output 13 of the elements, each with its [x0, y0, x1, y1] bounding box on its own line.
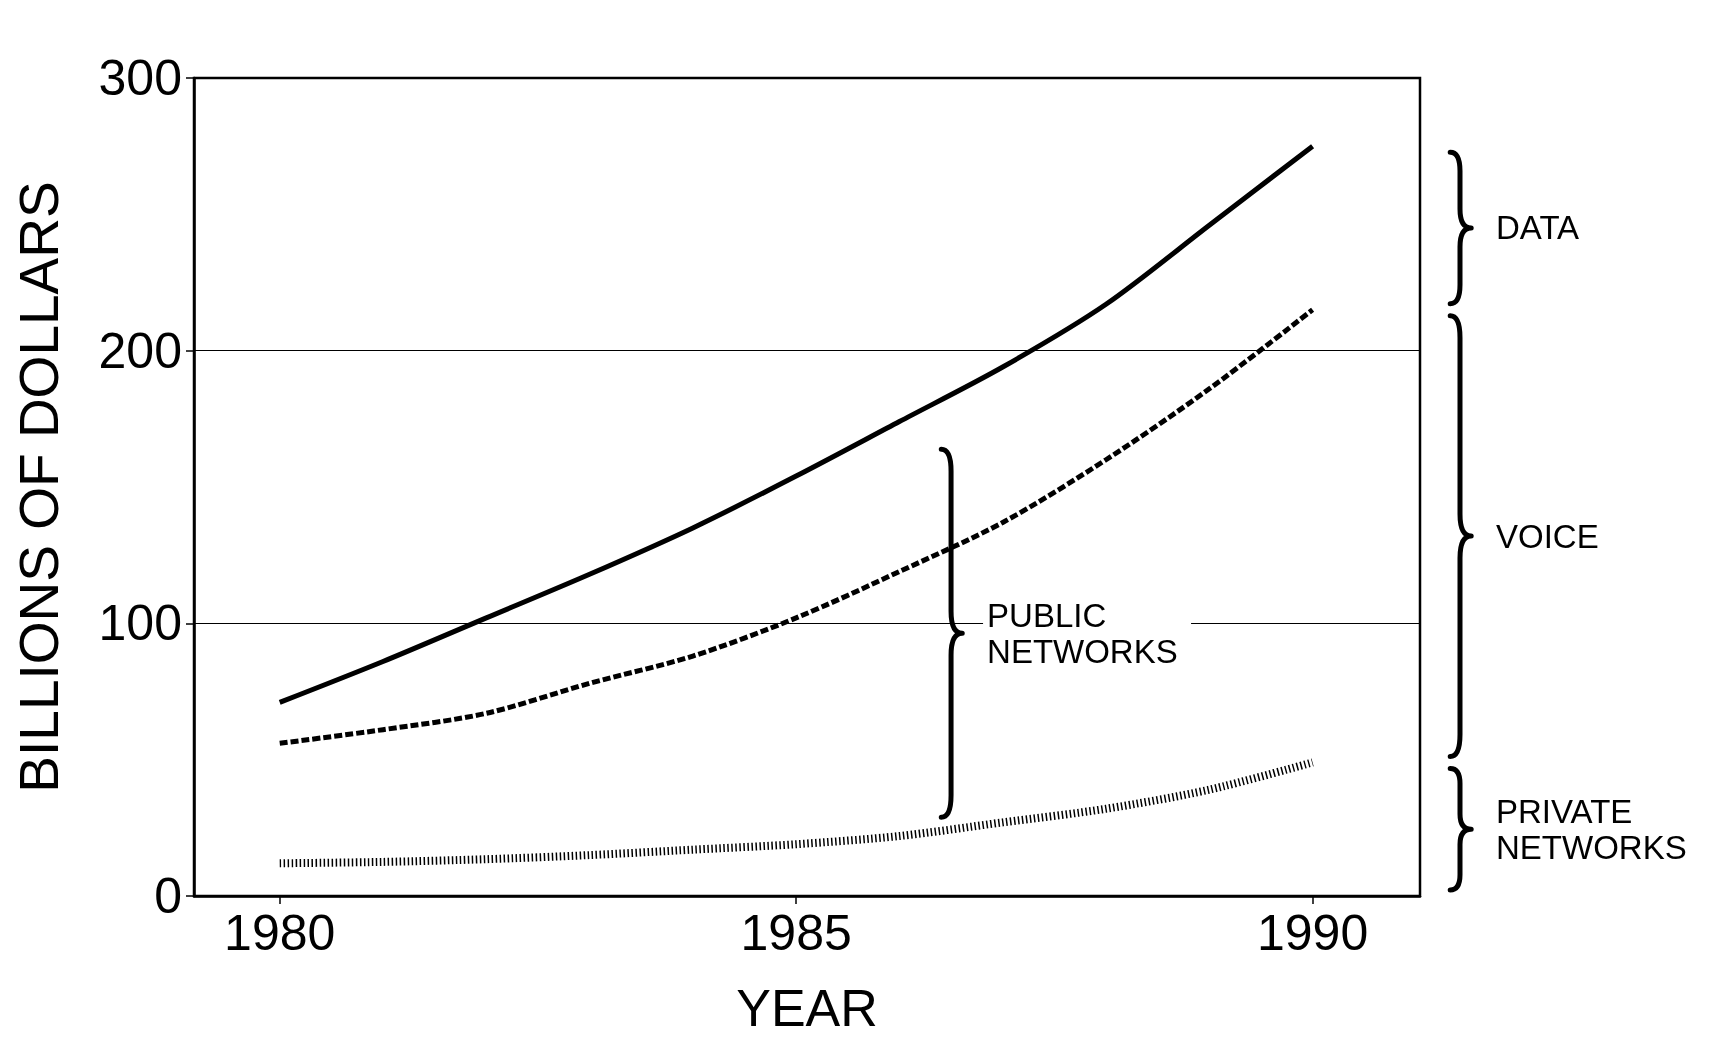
text: DATA [1496, 209, 1580, 247]
x-tick-label: 1985 [740, 905, 852, 961]
y-tick-label: 0 [154, 868, 182, 924]
x-axis-title: YEAR [736, 979, 878, 1037]
x-tick-label: 1980 [224, 905, 336, 961]
y-tick-label: 100 [98, 595, 182, 652]
text: PRIVATE NETWORKS [1496, 792, 1687, 866]
x-tick-label: 1990 [1256, 905, 1369, 961]
y-axis-title: BILLIONS OF DOLLARS [7, 181, 70, 793]
y-tick-label: 200 [98, 322, 182, 379]
text: VOICE [1496, 517, 1599, 555]
y-tick-label: 300 [98, 50, 182, 106]
annotation: PUBLIC NETWORKS [987, 596, 1178, 670]
